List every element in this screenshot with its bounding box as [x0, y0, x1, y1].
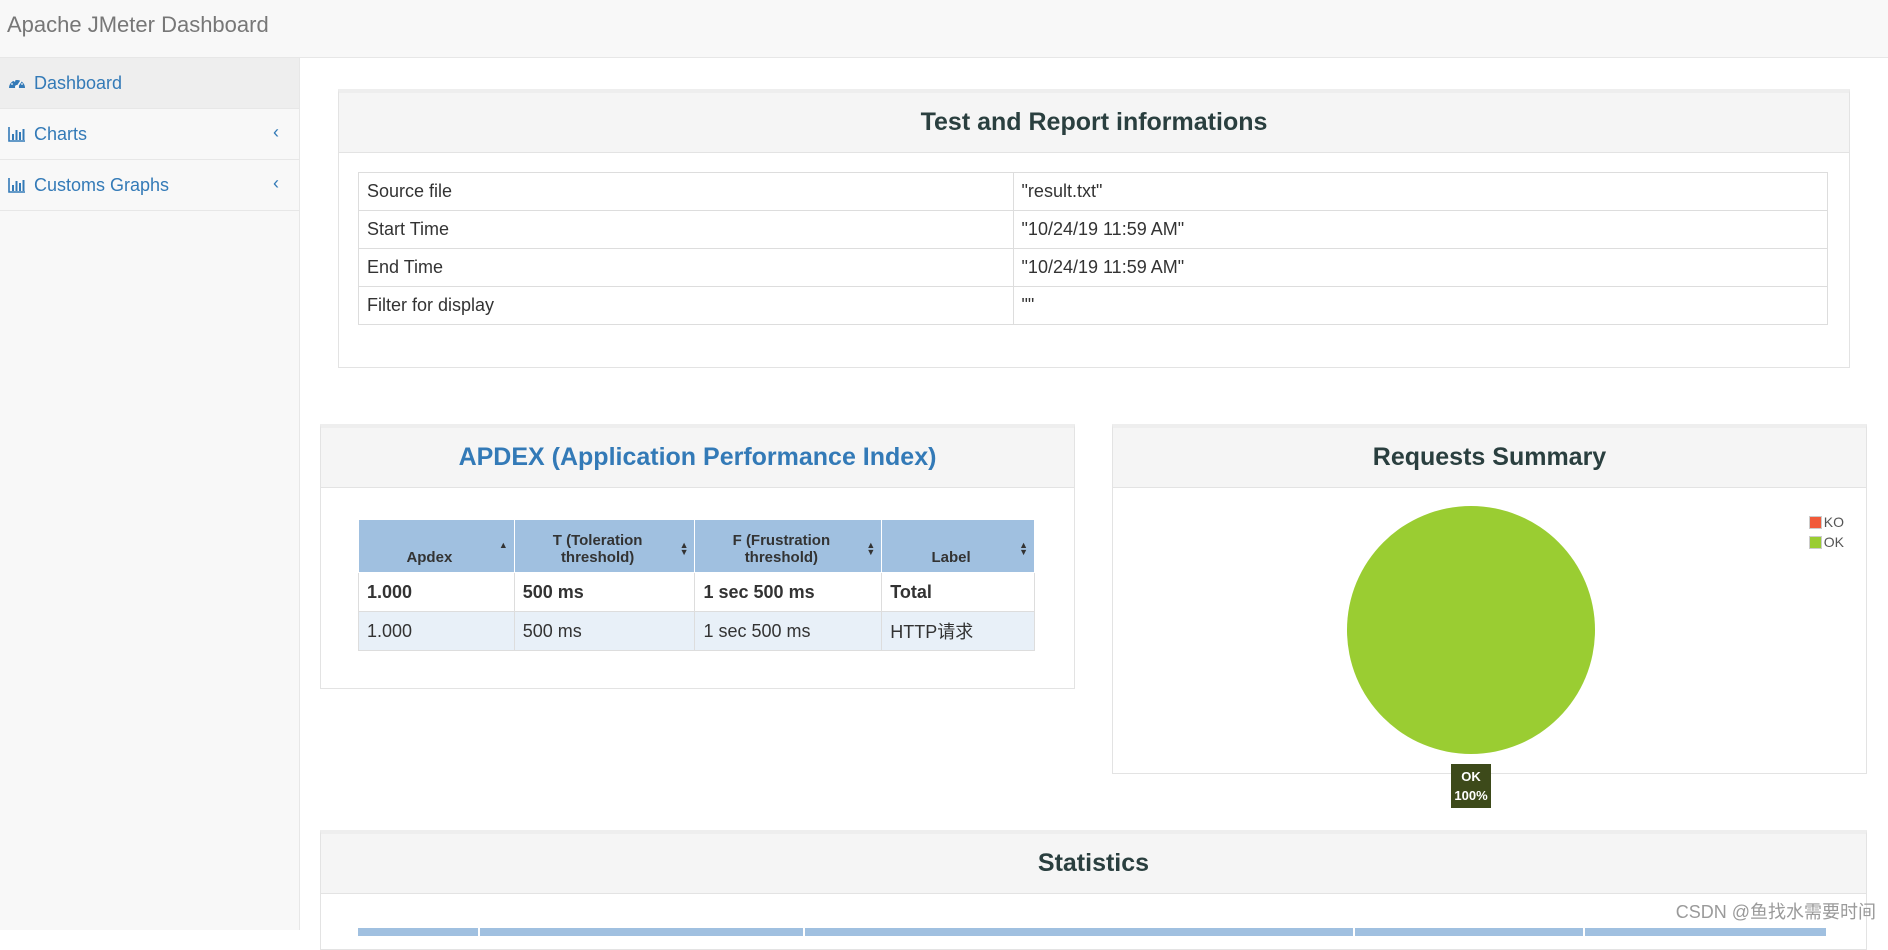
panel-title[interactable]: APDEX (Application Performance Index): [321, 428, 1074, 488]
legend-label: KO: [1824, 514, 1844, 530]
frustration-cell: 1 sec 500 ms: [695, 573, 882, 612]
table-row: Source file "result.txt": [359, 173, 1828, 211]
column-header-frustration[interactable]: F (Frustration threshold) ▲▼: [695, 520, 882, 573]
sort-asc-icon: ▲: [499, 542, 508, 549]
sidebar-item-customs-graphs[interactable]: Customs Graphs ‹: [0, 160, 299, 211]
panel-title: Statistics: [321, 834, 1866, 894]
bar-chart-icon: [8, 125, 26, 143]
chevron-left-icon[interactable]: ‹: [273, 122, 279, 143]
statistics-panel: Statistics: [320, 830, 1867, 950]
sort-icon: ▲▼: [866, 542, 875, 556]
apdex-table: Apdex ▲ T (Toleration threshold) ▲▼ F (F…: [358, 519, 1035, 651]
sidebar: Dashboard Charts ‹ Customs Graphs ‹: [0, 58, 300, 930]
watermark: CSDN @鱼找水需要时间: [1676, 898, 1876, 924]
column-header-toleration[interactable]: T (Toleration threshold) ▲▼: [514, 520, 695, 573]
sidebar-item-dashboard[interactable]: Dashboard: [0, 58, 299, 109]
sidebar-item-label: Dashboard: [34, 73, 122, 94]
info-key: Filter for display: [359, 287, 1014, 325]
column-header-label[interactable]: Label ▲▼: [882, 520, 1035, 573]
legend-swatch: [1809, 516, 1822, 529]
pie-data-label-name: OK: [1451, 767, 1491, 786]
sidebar-item-label: Charts: [34, 124, 87, 145]
sidebar-item-charts[interactable]: Charts ‹: [0, 109, 299, 160]
top-navbar: Apache JMeter Dashboard: [0, 0, 1888, 58]
pie-data-label-percent: 100%: [1451, 786, 1491, 805]
bar-chart-icon: [8, 176, 26, 194]
dashboard-icon: [8, 74, 26, 92]
sort-icon: ▲▼: [680, 542, 689, 556]
table-header-row: Apdex ▲ T (Toleration threshold) ▲▼ F (F…: [359, 520, 1035, 573]
statistics-table-header: [358, 928, 1828, 936]
chevron-left-icon[interactable]: ‹: [273, 173, 279, 194]
table-row: Filter for display "": [359, 287, 1828, 325]
chart-legend: KO OK: [1809, 512, 1844, 552]
pie-data-label: OK 100%: [1451, 764, 1491, 808]
table-row: End Time "10/24/19 11:59 AM": [359, 249, 1828, 287]
app-title[interactable]: Apache JMeter Dashboard: [7, 12, 269, 38]
info-value: "result.txt": [1013, 173, 1827, 211]
toleration-cell: 500 ms: [514, 612, 695, 651]
test-info-panel: Test and Report informations Source file…: [338, 89, 1850, 368]
table-row: Start Time "10/24/19 11:59 AM": [359, 211, 1828, 249]
legend-label: OK: [1824, 534, 1844, 550]
info-key: Source file: [359, 173, 1014, 211]
pie-chart-area: OK 100% KO OK: [1113, 488, 1866, 768]
sort-icon: ▲▼: [1019, 542, 1028, 556]
apdex-cell: 1.000: [359, 612, 515, 651]
table-row: 1.000 500 ms 1 sec 500 ms HTTP请求: [359, 612, 1035, 651]
panel-title: Requests Summary: [1113, 428, 1866, 488]
info-value: "10/24/19 11:59 AM": [1013, 211, 1827, 249]
panel-title: Test and Report informations: [339, 93, 1849, 153]
apdex-cell: 1.000: [359, 573, 515, 612]
table-row-total: 1.000 500 ms 1 sec 500 ms Total: [359, 573, 1035, 612]
legend-swatch: [1809, 536, 1822, 549]
label-cell: Total: [882, 573, 1035, 612]
sidebar-item-label: Customs Graphs: [34, 175, 169, 196]
info-key: End Time: [359, 249, 1014, 287]
column-header-apdex[interactable]: Apdex ▲: [359, 520, 515, 573]
pie-chart: [1113, 488, 1866, 768]
test-info-table: Source file "result.txt" Start Time "10/…: [358, 172, 1828, 325]
pie-slice-ok[interactable]: [1347, 506, 1595, 754]
requests-summary-panel: Requests Summary OK 100% KO OK: [1112, 424, 1867, 774]
apdex-panel: APDEX (Application Performance Index) Ap…: [320, 424, 1075, 689]
frustration-cell: 1 sec 500 ms: [695, 612, 882, 651]
toleration-cell: 500 ms: [514, 573, 695, 612]
legend-item-ok[interactable]: OK: [1809, 532, 1844, 552]
info-key: Start Time: [359, 211, 1014, 249]
label-cell: HTTP请求: [882, 612, 1035, 651]
info-value: "": [1013, 287, 1827, 325]
legend-item-ko[interactable]: KO: [1809, 512, 1844, 532]
info-value: "10/24/19 11:59 AM": [1013, 249, 1827, 287]
